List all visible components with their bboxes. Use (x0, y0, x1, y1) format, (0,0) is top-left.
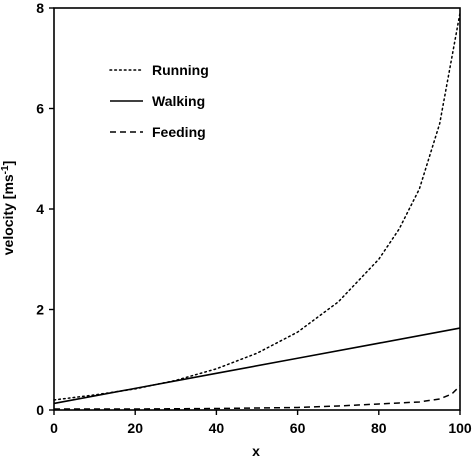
y-axis-title-superscript: -1 (0, 165, 11, 174)
legend-label-feeding: Feeding (152, 124, 206, 140)
y-tick-label: 2 (36, 302, 44, 318)
x-axis-title: x (252, 443, 260, 459)
x-tick-label: 100 (448, 420, 472, 436)
legend: Running Walking Feeding (109, 62, 209, 140)
series-line-walking (53, 327, 461, 405)
x-tick-label: 60 (290, 420, 306, 436)
x-tick-label: 0 (50, 420, 58, 436)
y-tick-label: 0 (36, 402, 44, 418)
series-line-feeding (54, 385, 461, 410)
y-axis-title-suffix: ] (0, 161, 16, 166)
x-tick-label: 40 (209, 420, 225, 436)
y-axis-title: velocity [ms-1] (0, 161, 16, 256)
series-line-running (53, 12, 461, 401)
legend-label-running: Running (152, 62, 209, 78)
x-tick-label: 20 (127, 420, 143, 436)
series-layer (53, 12, 461, 410)
x-tick-label: 80 (371, 420, 387, 436)
y-tick-label: 8 (36, 0, 44, 16)
legend-label-walking: Walking (152, 93, 205, 109)
axes-layer: 0 20 40 60 80 100 0 2 4 6 8 (36, 0, 472, 436)
y-axis-title-main: velocity [ms (0, 174, 16, 255)
y-tick-label: 6 (36, 101, 44, 117)
plot-frame (53, 7, 461, 411)
y-tick-label: 4 (36, 201, 44, 217)
